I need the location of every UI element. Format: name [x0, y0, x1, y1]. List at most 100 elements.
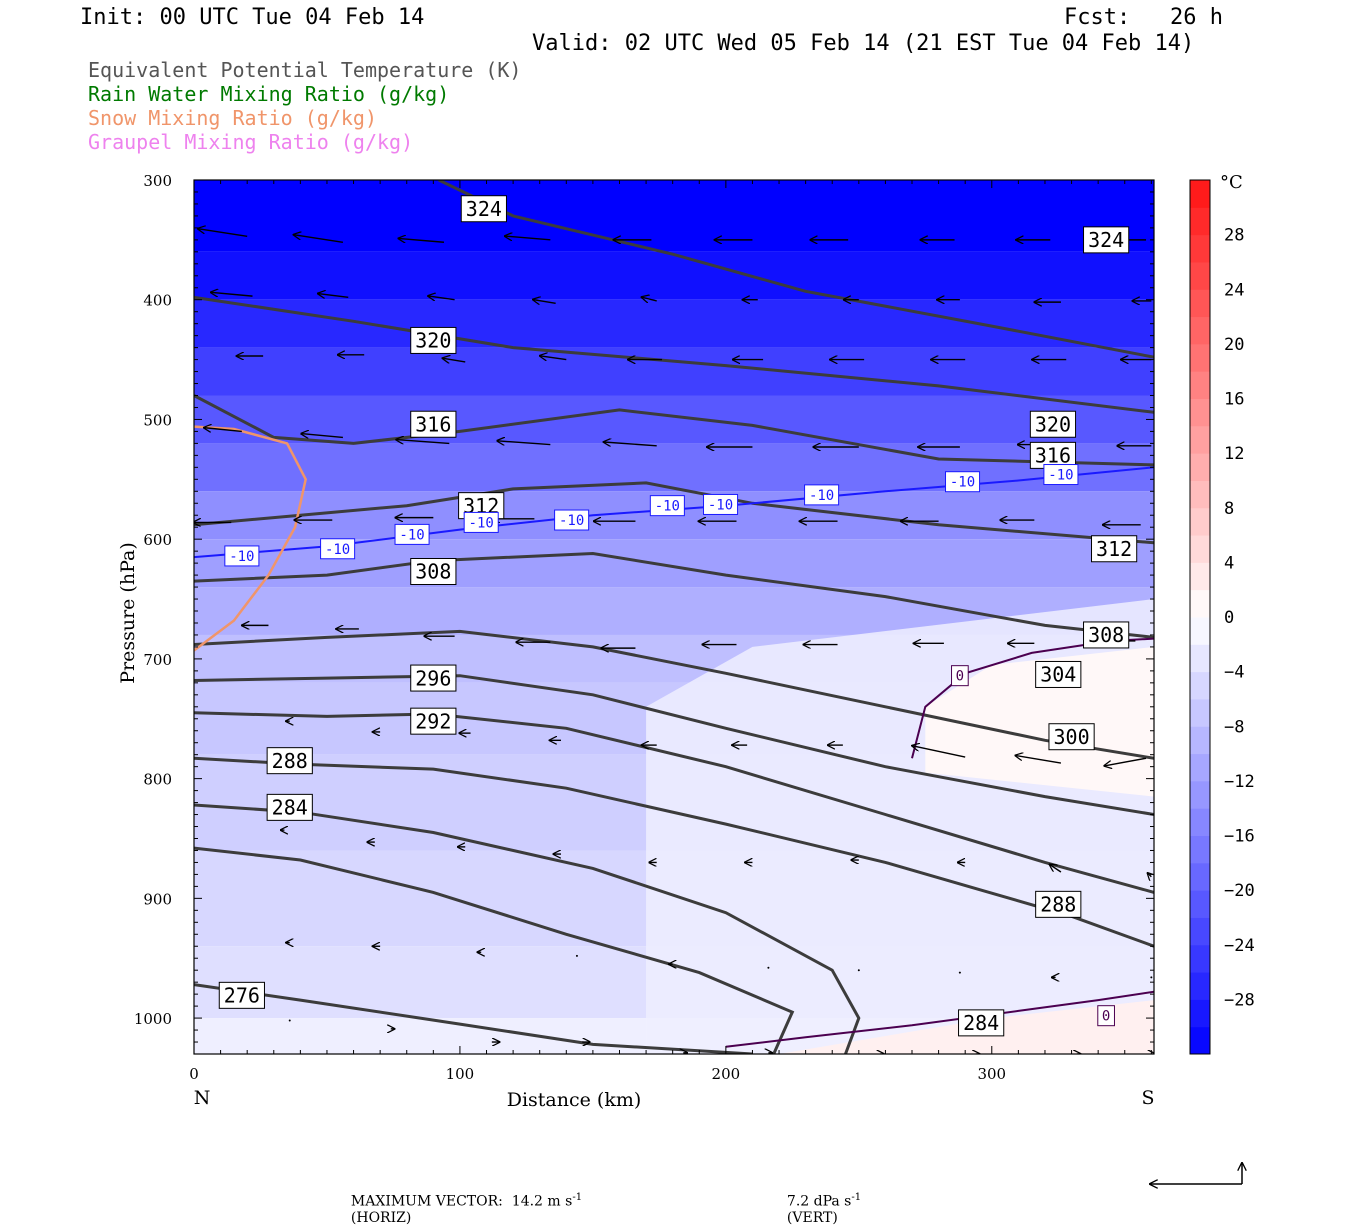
theta-e-label-292-box — [410, 707, 457, 735]
colorbar: 28 24 20 16 12 8 4 0 −4 −8 −12 −16 −20 −24 −28 °C — [1189, 172, 1255, 1055]
wind-vector — [318, 294, 349, 298]
wind-vector — [958, 971, 961, 974]
theta-e-label-288-box — [266, 747, 313, 775]
colorbar-tick-label: 8 — [1224, 499, 1234, 519]
vert-vector-label: 7.2 dPa s — [786, 1193, 852, 1210]
theta-e-label-316-box — [410, 410, 457, 438]
theta-e-label-324: 324 — [1088, 228, 1124, 252]
theta-e-label-288: 288 — [1040, 893, 1076, 917]
temp-label--10: -10 — [950, 475, 975, 491]
temp-label--10: -10 — [399, 527, 424, 543]
wind-vector — [442, 358, 466, 362]
theta-e-label-284: 284 — [963, 1011, 999, 1035]
wind-vector — [604, 442, 657, 446]
colorbar-swatch — [1190, 835, 1210, 864]
legend-rain-water: Rain Water Mixing Ratio (g/kg) — [88, 82, 450, 106]
y-tick-label: 900 — [143, 890, 172, 908]
theta-e-label-316: 316 — [415, 412, 451, 436]
y-tick-label: 500 — [143, 411, 172, 429]
colorbar-tick-label: −8 — [1224, 717, 1244, 737]
wind-vector — [1148, 873, 1152, 877]
temp-label--10-box — [320, 538, 356, 560]
footer-max-vector: MAXIMUM VECTOR: 14.2 m s-1 (HORIZ) — [342, 1176, 582, 1226]
temperature-shading — [194, 180, 1154, 1054]
temp-label-0: 0 — [1102, 1009, 1110, 1025]
temp-label--10-box — [394, 523, 430, 545]
y-tick-label: 600 — [143, 531, 172, 549]
colorbar-tick-label: −16 — [1224, 827, 1255, 847]
theta-e-label-300: 300 — [1053, 725, 1089, 749]
axes: 300 400 500 600 700 800 900 1000 0 100 200 300 N S Dis… — [117, 172, 1155, 1111]
colorbar-tick-label: 24 — [1224, 280, 1244, 300]
colorbar-swatch — [1190, 562, 1210, 591]
colorbar-swatch — [1190, 972, 1210, 1000]
temp-band — [194, 395, 1154, 444]
wind-vector — [575, 954, 578, 957]
wind-vector — [288, 1019, 291, 1022]
above-freezing-region — [925, 646, 1154, 797]
theta-e-label-276-box — [218, 981, 265, 1009]
colorbar-swatch — [1190, 1026, 1210, 1055]
colorbar-swatch — [1190, 234, 1210, 263]
theta-e-label-304-box — [1035, 660, 1082, 688]
wind-vector — [1104, 757, 1147, 766]
colorbar-tick-label: −20 — [1224, 881, 1255, 901]
valid-time: Valid: 02 UTC Wed 05 Feb 14 (21 EST Tue … — [532, 31, 1195, 56]
theta-e-contour-304 — [194, 629, 1154, 760]
theta-e-label-312: 312 — [1096, 537, 1132, 561]
y-tick-label: 1000 — [134, 1010, 172, 1028]
wind-vector — [428, 296, 455, 300]
theta-e-contour-300 — [194, 674, 1154, 816]
x-axis-title: Distance (km) — [507, 1089, 642, 1111]
colorbar-swatch — [1190, 371, 1210, 399]
wind-vector — [396, 440, 450, 444]
wind-vector — [1050, 864, 1062, 873]
wind-vector — [398, 238, 445, 242]
colorbar-swatch — [1190, 644, 1210, 673]
horiz-label: (HORIZ) — [350, 1209, 412, 1226]
colorbar-unit: °C — [1220, 172, 1243, 193]
colorbar-swatch — [1190, 480, 1210, 509]
y-tick-label: 400 — [143, 292, 172, 310]
colorbar-tick-label: 12 — [1224, 444, 1244, 464]
temp-band — [194, 299, 1154, 348]
temp-band — [194, 251, 1154, 300]
colorbar-swatch — [1190, 261, 1210, 290]
temp-label--10: -10 — [809, 488, 834, 504]
temp-label--10-box — [1043, 464, 1079, 486]
theta-e-label-320-box — [1029, 410, 1077, 438]
vert-label: (VERT) — [786, 1209, 838, 1226]
wind-vector — [294, 235, 344, 243]
wind-vector — [1150, 976, 1153, 979]
legend-theta-e: Equivalent Potential Temperature (K) — [88, 58, 522, 82]
reference-vector-icon — [1140, 1158, 1250, 1198]
wind-vector — [301, 434, 343, 438]
wind-vectors — [194, 229, 1154, 1054]
colorbar-swatch — [1190, 753, 1210, 782]
legend-graupel: Graupel Mixing Ratio (g/kg) — [88, 130, 414, 154]
wind-vector — [533, 300, 556, 304]
temp-band — [194, 347, 1154, 396]
wind-vector — [642, 297, 657, 301]
temp-label--10: -10 — [325, 542, 350, 558]
temp-label--10-box — [649, 495, 685, 517]
wind-vector — [497, 441, 551, 445]
colorbar-frame — [1189, 179, 1211, 1055]
y-tick-label: 300 — [143, 172, 172, 190]
theta-e-label-316: 316 — [1035, 444, 1071, 468]
temp-label-0-box — [951, 665, 969, 687]
temp-label--10-box — [804, 484, 840, 506]
colorbar-swatch — [1190, 207, 1210, 236]
theta-e-label-320-box — [410, 326, 457, 354]
temp-label--10-box — [463, 511, 499, 533]
colorbar-swatch — [1190, 398, 1210, 427]
theta-e-label-284-box — [266, 793, 313, 821]
colorbar-swatch — [1190, 617, 1210, 645]
theta-e-label-312-box — [1091, 535, 1138, 563]
theta-e-label-324-box — [1083, 226, 1130, 254]
init-time: Init: 00 UTC Tue 04 Feb 14 — [80, 5, 425, 30]
plot-frame — [193, 179, 1155, 1055]
colorbar-swatch — [1190, 726, 1210, 755]
theta-e-label-288: 288 — [272, 749, 308, 773]
theta-e-label-284: 284 — [272, 796, 308, 820]
